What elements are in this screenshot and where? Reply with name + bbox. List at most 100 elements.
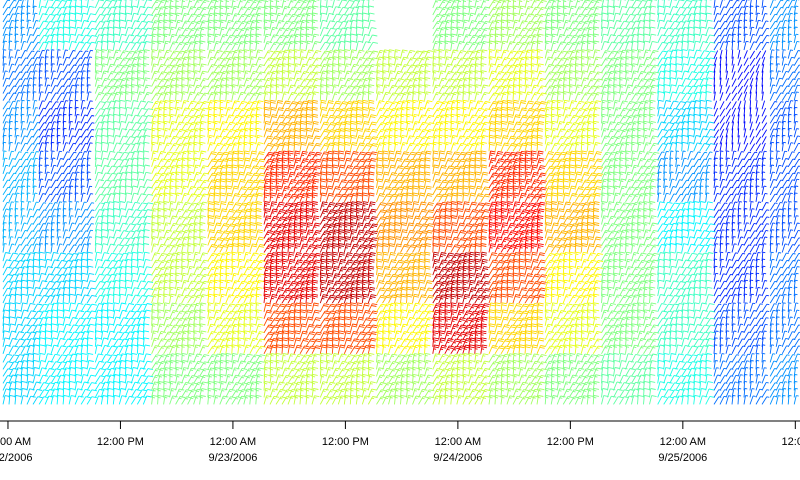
wind-barb-cell bbox=[319, 352, 378, 405]
wind-barb-cell bbox=[207, 302, 266, 355]
wind-barb-cell bbox=[769, 302, 800, 355]
x-tick-label: 12:00 AM bbox=[660, 436, 706, 448]
wind-barb-cell bbox=[713, 201, 770, 253]
wind-barb-cell bbox=[376, 150, 433, 203]
wind-barb-cell bbox=[488, 0, 547, 51]
wind-barb-cell bbox=[263, 99, 322, 152]
wind-barb-cell bbox=[713, 352, 770, 405]
wind-barb-cell bbox=[488, 201, 546, 253]
wind-barb-cell bbox=[151, 49, 210, 101]
wind-barb-cell bbox=[769, 353, 800, 405]
wind-barb-cell bbox=[319, 302, 379, 355]
wind-barb-cell bbox=[94, 150, 154, 203]
wind-barb-cell bbox=[94, 251, 154, 304]
wind-barb-cell bbox=[38, 150, 94, 203]
wind-barb-cell bbox=[488, 49, 547, 101]
x-tick-label: 12:00 PM bbox=[322, 436, 369, 448]
wind-barb-cell bbox=[151, 99, 210, 152]
wind-barb-cell bbox=[713, 150, 768, 203]
wind-barb-cell bbox=[207, 150, 266, 203]
wind-barb-cell bbox=[319, 251, 377, 304]
wind-barb-cell bbox=[263, 352, 321, 405]
x-tick-date: 9/23/2006 bbox=[208, 452, 257, 464]
wind-barb-cell bbox=[544, 251, 604, 304]
wind-barb-cell bbox=[319, 201, 379, 253]
x-tick-label: 12:00 PM bbox=[97, 436, 144, 448]
wind-barb-cell bbox=[488, 99, 547, 152]
wind-barb-cell bbox=[38, 352, 97, 405]
wind-barb-cell bbox=[488, 352, 547, 405]
wind-barb-cell bbox=[601, 0, 658, 51]
wind-barb-cell bbox=[769, 150, 800, 203]
x-tick-label: 12:00 AM bbox=[435, 436, 481, 448]
wind-barb-cell bbox=[657, 150, 713, 203]
wind-barb-cell bbox=[38, 302, 97, 355]
wind-barb-cell bbox=[657, 302, 716, 355]
wind-barb-cell bbox=[601, 99, 659, 152]
wind-barb-cell bbox=[432, 0, 491, 51]
wind-barb-cell bbox=[319, 49, 379, 101]
wind-barb-cell bbox=[769, 201, 800, 253]
wind-barb-cell bbox=[2, 0, 41, 51]
wind-barb-cell bbox=[657, 99, 716, 152]
wind-barb-cell bbox=[488, 302, 546, 355]
x-tick-label: 12:00 AM bbox=[210, 436, 256, 448]
wind-barb-cell bbox=[376, 302, 435, 355]
wind-barb-cell bbox=[713, 100, 768, 152]
wind-barb-cell bbox=[544, 49, 604, 101]
wind-barb-cell bbox=[207, 49, 266, 101]
wind-barb-cell bbox=[94, 99, 154, 152]
wind-barb-cell bbox=[432, 352, 491, 405]
wind-barb-cell bbox=[319, 150, 378, 203]
wind-barb-cell bbox=[769, 49, 800, 101]
wind-barb-cell bbox=[207, 352, 266, 405]
wind-barb-cell bbox=[544, 150, 604, 203]
wind-barb-cell bbox=[94, 302, 153, 355]
x-tick-date: 9/22/2006 bbox=[0, 452, 32, 464]
wind-barb-cell bbox=[2, 99, 41, 152]
wind-barb-cell bbox=[544, 352, 604, 405]
wind-barb-cell bbox=[488, 251, 547, 304]
wind-barb-cell bbox=[432, 49, 490, 101]
wind-barb-cell bbox=[544, 0, 603, 51]
wind-barb-cell bbox=[263, 49, 322, 101]
wind-barb-cell bbox=[657, 49, 716, 101]
wind-barb-cell bbox=[263, 150, 322, 203]
wind-barb-cell bbox=[601, 352, 658, 405]
wind-barb-cell bbox=[2, 49, 41, 101]
wind-barb-cell bbox=[432, 150, 491, 203]
wind-barb-cell bbox=[376, 99, 435, 152]
wind-barb-cell bbox=[713, 251, 769, 304]
wind-barb-cell bbox=[601, 251, 660, 304]
x-tick-date: 9/25/2006 bbox=[658, 452, 707, 464]
x-tick-label: 12:00 AM bbox=[0, 436, 31, 448]
wind-barb-cell bbox=[376, 352, 435, 405]
wind-barb-cell bbox=[657, 0, 716, 51]
wind-barb-cell bbox=[38, 251, 97, 304]
wind-barb-cell bbox=[207, 251, 266, 304]
wind-barb-cell bbox=[769, 0, 800, 51]
wind-barb-cell bbox=[2, 352, 43, 405]
wind-barb-cell bbox=[657, 352, 715, 405]
wind-barb-cell bbox=[432, 201, 491, 253]
wind-barb-cell bbox=[432, 302, 490, 355]
wind-barb-cell bbox=[207, 0, 266, 51]
wind-barb-cell bbox=[601, 49, 660, 101]
wind-barb-cell bbox=[38, 49, 94, 101]
x-tick-date: 9/24/2006 bbox=[433, 452, 482, 464]
wind-barb-cell bbox=[544, 99, 602, 152]
wind-barb-cell bbox=[151, 352, 210, 405]
wind-barb-cell bbox=[601, 150, 660, 203]
wind-barb-cell bbox=[38, 201, 95, 253]
wind-barb-cell bbox=[432, 99, 491, 152]
wind-barb-cell bbox=[713, 0, 770, 51]
wind-barb-cell bbox=[769, 99, 800, 152]
wind-barb-cell bbox=[151, 150, 210, 203]
wind-barb-cell bbox=[376, 201, 435, 253]
x-tick-label: 12:00 PM bbox=[547, 436, 594, 448]
wind-barb-cell bbox=[713, 302, 770, 355]
wind-barb-cell bbox=[263, 201, 322, 253]
wind-barb-cell bbox=[207, 99, 264, 152]
wind-barb-cell bbox=[38, 99, 95, 152]
